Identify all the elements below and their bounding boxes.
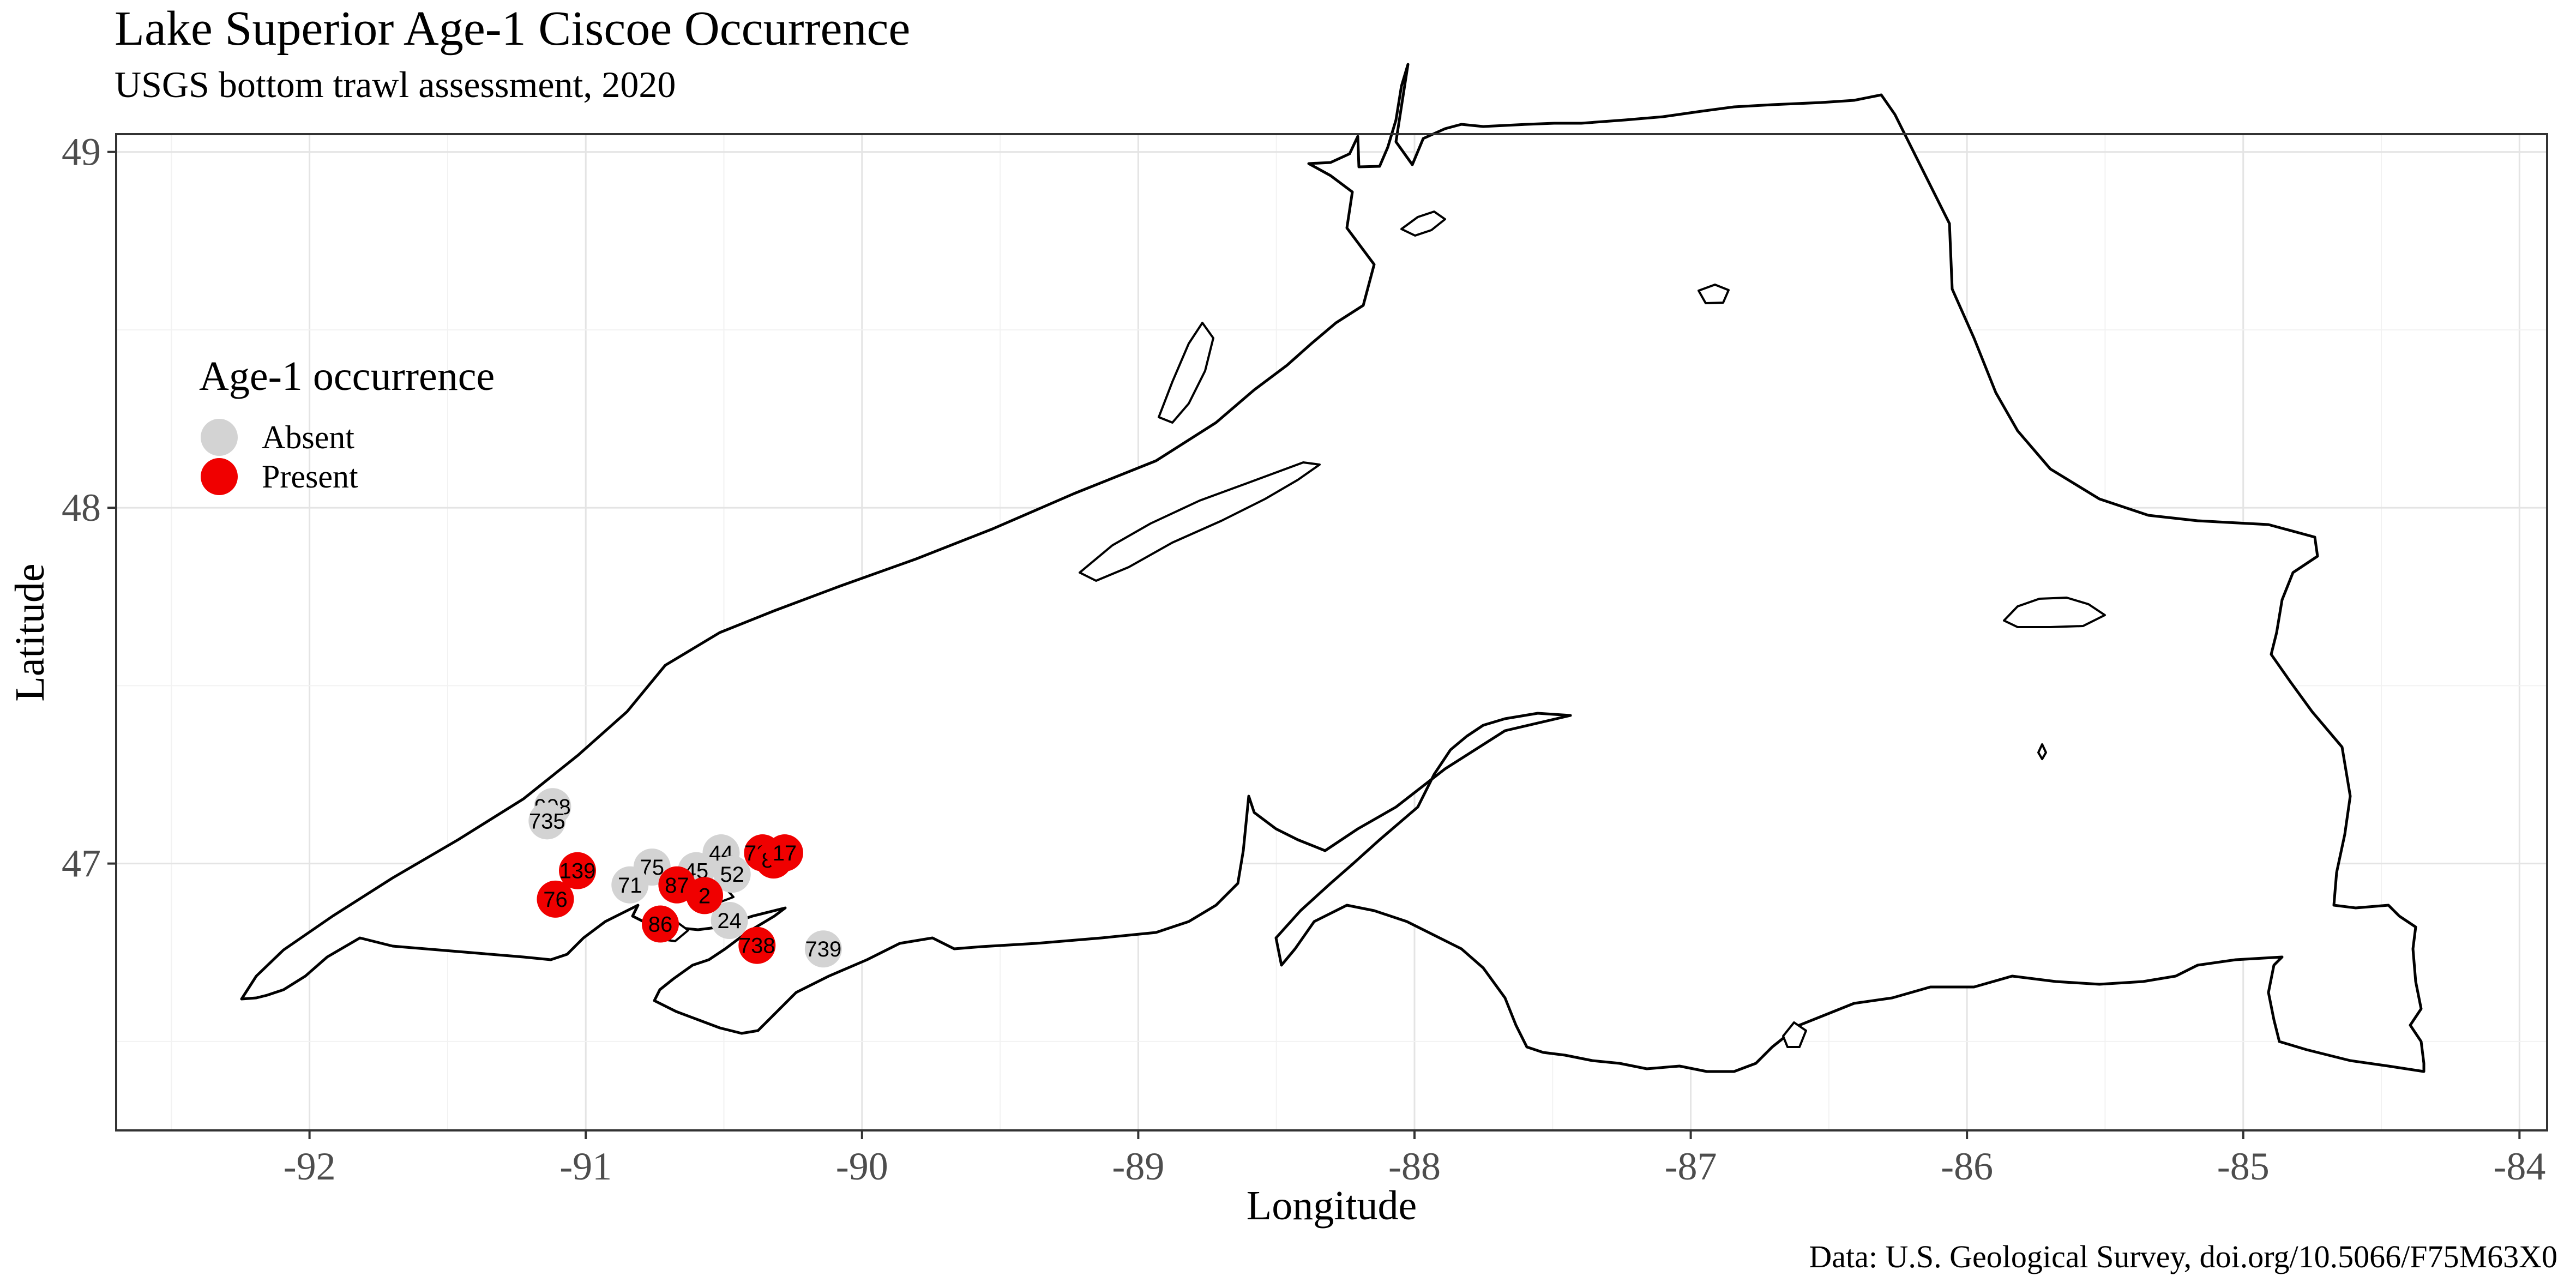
site-label: 735 <box>529 809 565 833</box>
x-tick-label: -92 <box>284 1145 336 1188</box>
site-marker-2: 2 <box>686 877 724 914</box>
map-title: Lake Superior Age-1 Ciscoe Occurrence <box>115 2 910 56</box>
grand-island <box>1782 1021 1807 1048</box>
panel-border <box>115 133 2548 1131</box>
y-axis-title: Latitude <box>7 563 53 701</box>
x-tick-label: -87 <box>1665 1145 1717 1188</box>
site-marker-17: 17 <box>766 834 803 872</box>
site-marker-76: 76 <box>537 880 574 918</box>
x-tick-label: -88 <box>1388 1145 1441 1188</box>
nipigon-bay-islands <box>1400 210 1446 237</box>
data-source-caption: Data: U.S. Geological Survey, doi.org/10… <box>1809 1239 2557 1274</box>
x-tick-label: -91 <box>559 1145 612 1188</box>
site-point-absent <box>528 802 566 840</box>
plot-panel: 9087357571444552247391397687286738721811… <box>115 63 2548 1131</box>
slate-island <box>1698 284 1730 304</box>
site-label: 139 <box>559 859 596 883</box>
site-point-present <box>766 834 803 872</box>
site-label: 71 <box>618 874 642 898</box>
legend-key-present <box>201 458 238 495</box>
site-label: 86 <box>648 913 673 937</box>
shoreline <box>240 63 2425 1073</box>
legend: Age-1 occurrence Absent Present <box>199 353 495 495</box>
site-label: 52 <box>720 863 744 887</box>
site-label: 76 <box>543 888 568 912</box>
lake-superior-outline <box>240 63 2425 1073</box>
site-marker-24: 24 <box>711 902 748 940</box>
sample-sites: 9087357571444552247391397687286738721811… <box>528 788 842 968</box>
michipicoten-island <box>2003 597 2106 628</box>
legend-label-absent: Absent <box>262 419 354 455</box>
site-point-absent <box>713 856 751 893</box>
legend-label-present: Present <box>262 459 358 495</box>
caribou-island <box>2037 743 2047 760</box>
site-marker-738: 738 <box>738 926 776 964</box>
site-label: 17 <box>773 841 797 865</box>
site-marker-52: 52 <box>713 856 751 893</box>
x-axis-ticks: -92 -91 -90 -89 -88 -87 -86 -85 -84 <box>284 1130 2545 1188</box>
site-label: 87 <box>665 874 689 898</box>
x-tick-label: -84 <box>2493 1145 2545 1188</box>
site-point-present <box>537 880 574 918</box>
site-point-present <box>686 877 724 914</box>
x-tick-label: -85 <box>2217 1145 2270 1188</box>
x-tick-label: -86 <box>1941 1145 1993 1188</box>
site-point-absent <box>711 902 748 940</box>
x-tick-label: -90 <box>836 1145 888 1188</box>
site-label: 24 <box>717 909 742 933</box>
isle-royale <box>1079 461 1321 582</box>
site-marker-71: 71 <box>611 866 649 904</box>
site-marker-139: 139 <box>559 852 597 889</box>
site-marker-735: 735 <box>528 802 566 840</box>
site-point-present <box>559 852 597 889</box>
y-tick-label: 49 <box>62 130 101 174</box>
site-point-absent <box>804 930 842 968</box>
site-marker-86: 86 <box>641 905 679 943</box>
site-label: 2 <box>699 884 711 908</box>
x-axis-title: Longitude <box>1247 1183 1417 1229</box>
sibley-peninsula <box>1158 322 1214 424</box>
site-marker-739: 739 <box>804 930 842 968</box>
x-tick-label: -89 <box>1112 1145 1164 1188</box>
map-subtitle: USGS bottom trawl assessment, 2020 <box>115 64 676 105</box>
site-point-present <box>738 926 776 964</box>
legend-title: Age-1 occurrence <box>199 353 495 399</box>
y-tick-label: 47 <box>62 842 101 886</box>
site-point-absent <box>611 866 649 904</box>
site-label: 738 <box>739 934 775 958</box>
y-axis-ticks: 49 48 47 <box>62 130 116 886</box>
y-tick-label: 48 <box>62 486 101 529</box>
site-label: 739 <box>805 937 841 961</box>
site-point-present <box>641 905 679 943</box>
legend-key-absent <box>201 419 238 456</box>
